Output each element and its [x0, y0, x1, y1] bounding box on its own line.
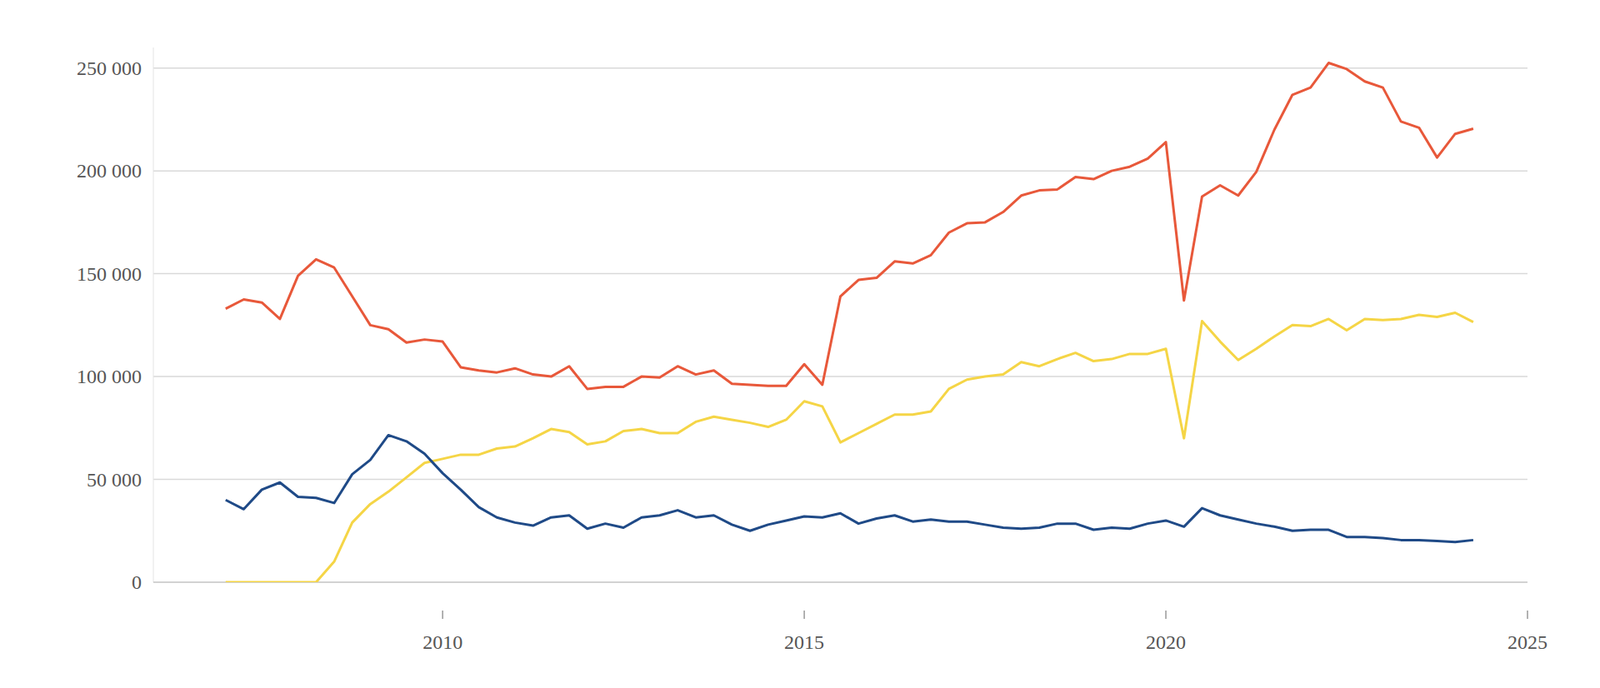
y-tick-label: 200 000	[76, 160, 142, 182]
y-tick-label: 50 000	[86, 469, 142, 491]
y-tick-label: 150 000	[76, 263, 142, 285]
x-tick	[1165, 610, 1167, 620]
x-tick	[441, 610, 444, 620]
x-tick-label: 2015	[784, 631, 825, 654]
x-axis-line	[153, 581, 1528, 584]
grid-line	[153, 170, 1528, 172]
x-tick-label: 2010	[422, 631, 463, 654]
grid-line	[153, 479, 1528, 481]
y-axis-line	[153, 47, 155, 583]
grid-line	[153, 375, 1528, 378]
chart: 0 50 000 100 000 150 000 200 000 250 000 2010 2…	[0, 0, 1600, 688]
grid-line	[153, 67, 1528, 70]
grid-line	[153, 273, 1528, 275]
x-tick-label: 2020	[1145, 631, 1186, 654]
x-tick-label: 2025	[1507, 631, 1548, 654]
y-tick-label: 250 000	[76, 57, 142, 80]
grid-line	[153, 581, 1528, 584]
series-line	[225, 435, 1474, 542]
x-tick	[803, 610, 805, 620]
x-tick	[1526, 610, 1529, 620]
series-line	[225, 313, 1474, 583]
lines	[225, 63, 1474, 583]
y-grid	[153, 68, 1528, 583]
y-tick-label: 0	[131, 571, 142, 594]
y-tick-label: 100 000	[76, 365, 142, 388]
series-line	[225, 63, 1474, 390]
